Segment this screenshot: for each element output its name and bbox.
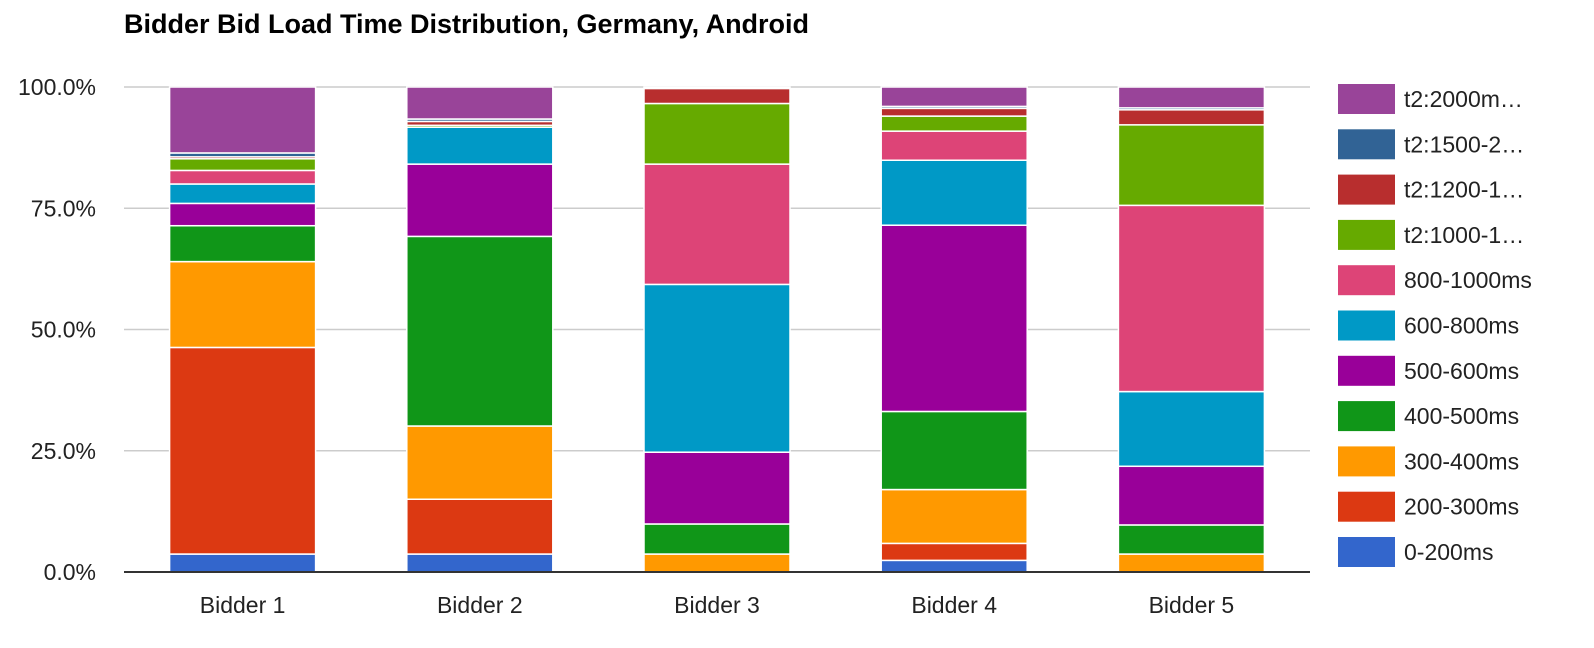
bar-segment <box>168 553 317 573</box>
bar-segment <box>880 542 1028 562</box>
bar-segment <box>880 86 1028 108</box>
bar-segment <box>643 163 791 286</box>
bar-segment <box>643 553 791 573</box>
bar-segment <box>643 87 791 105</box>
legend-swatch <box>1338 265 1395 296</box>
bar-segment <box>1117 553 1266 573</box>
bar-segment <box>168 260 317 349</box>
bar-segment <box>168 224 317 263</box>
bar-segment <box>880 159 1028 226</box>
legend-label: 200-300ms <box>1404 494 1519 520</box>
legend-label: 400-500ms <box>1404 403 1519 429</box>
bar-segment <box>1117 465 1266 526</box>
legend-label: t2:1500-2… <box>1404 131 1524 157</box>
bar-segment <box>880 130 1028 161</box>
bar-segment <box>880 559 1028 573</box>
bar-segment <box>880 107 1028 117</box>
bar-segment <box>406 163 554 238</box>
bar-segment <box>168 202 317 227</box>
legend-label: t2:1000-1… <box>1404 222 1524 248</box>
bar-segment <box>406 498 554 555</box>
bar-segment <box>406 86 554 120</box>
y-tick-label: 0.0% <box>44 559 96 585</box>
bars <box>168 86 1266 573</box>
bar-segment <box>880 488 1028 545</box>
bar-segment <box>406 553 554 573</box>
legend-swatch <box>1338 355 1395 386</box>
x-tick-label: Bidder 2 <box>437 592 523 618</box>
legend-swatch <box>1338 174 1395 205</box>
bar-segment <box>643 86 791 90</box>
bar-segment <box>1117 124 1266 207</box>
x-tick-label: Bidder 1 <box>200 592 286 618</box>
bar-segment <box>1117 524 1266 555</box>
y-axis-ticks: 0.0% 25.0% 50.0% 75.0% 100.0% <box>18 74 96 585</box>
bar-segment <box>643 523 791 555</box>
x-tick-label: Bidder 3 <box>674 592 760 618</box>
chart-title: Bidder Bid Load Time Distribution, Germa… <box>124 9 809 39</box>
legend-label: 800-1000ms <box>1404 267 1532 293</box>
legend-swatch <box>1338 446 1395 477</box>
bar-segment <box>168 169 317 185</box>
bar-segment <box>643 451 791 525</box>
legend-label: 0-200ms <box>1404 539 1493 565</box>
y-tick-label: 25.0% <box>31 438 96 464</box>
legend-swatch <box>1338 401 1395 432</box>
legend-label: 300-400ms <box>1404 448 1519 474</box>
bar-segment <box>880 224 1028 413</box>
bar-segment <box>406 126 554 165</box>
y-tick-label: 75.0% <box>31 195 96 221</box>
bar-segment <box>168 183 317 205</box>
y-tick-label: 100.0% <box>18 74 96 100</box>
bar-segment <box>1117 390 1266 468</box>
x-tick-label: Bidder 5 <box>1149 592 1235 618</box>
bar-segment <box>643 283 791 453</box>
legend-swatch <box>1338 310 1395 341</box>
bar-segment <box>880 410 1028 491</box>
legend-swatch <box>1338 84 1395 114</box>
legend-label: 500-600ms <box>1404 358 1519 384</box>
legend-swatch <box>1338 491 1395 522</box>
y-tick-label: 50.0% <box>31 317 96 343</box>
bar-segment <box>880 115 1028 132</box>
legend: t2:2000m… t2:1500-2… t2:1200-1… t2:1000-1… 8… <box>1338 84 1532 567</box>
legend-swatch <box>1338 129 1395 160</box>
legend-label: t2:2000m… <box>1404 86 1523 112</box>
bar-segment <box>168 158 317 172</box>
legend-label: 600-800ms <box>1404 313 1519 339</box>
bar-segment <box>1117 86 1266 109</box>
bar-segment <box>1117 204 1266 393</box>
bar-segment <box>643 102 791 165</box>
x-axis-ticks: Bidder 1 Bidder 2 Bidder 3 Bidder 4 Bidder 5 <box>200 592 1234 618</box>
legend-swatch <box>1338 219 1395 250</box>
bar-segment <box>168 86 317 154</box>
bar-segment <box>1117 109 1266 126</box>
bar-segment <box>168 346 317 555</box>
x-tick-label: Bidder 4 <box>911 592 997 618</box>
bar-segment <box>406 425 554 501</box>
legend-label: t2:1200-1… <box>1404 177 1524 203</box>
bar-segment <box>406 235 554 427</box>
legend-swatch <box>1338 537 1395 567</box>
